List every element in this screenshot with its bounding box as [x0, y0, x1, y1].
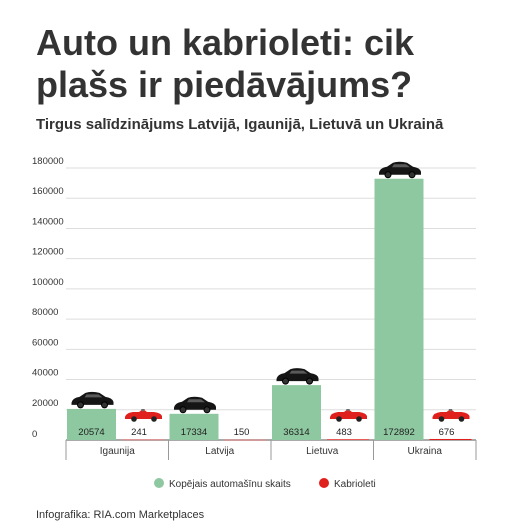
car-body	[71, 391, 114, 405]
car-wheel	[336, 416, 342, 422]
chart-title: Auto un kabrioleti: cik plašs ir piedāvā…	[36, 22, 415, 105]
y-tick-label: 40000	[32, 368, 58, 379]
category-label: Ukraina	[408, 446, 443, 457]
bar-total	[67, 408, 116, 440]
car-body	[174, 396, 216, 410]
red-convertible-icon	[125, 409, 162, 422]
bar-total	[374, 178, 424, 441]
category-label: Latvija	[205, 446, 234, 457]
y-tick-label: 160000	[32, 186, 64, 197]
car-wheel	[384, 171, 392, 179]
bar-total	[272, 385, 321, 440]
bar-cabrio	[327, 439, 369, 440]
y-tick-label: 80000	[32, 307, 58, 318]
car-wheel	[151, 416, 157, 422]
bar-value-label: 17334	[181, 427, 207, 438]
black-car-icon	[379, 161, 421, 179]
y-tick-label: 0	[32, 429, 37, 440]
red-convertible-icon	[330, 409, 367, 422]
car-window	[289, 370, 308, 374]
car-wheel	[282, 377, 289, 385]
legend-marker-cabrio	[319, 478, 329, 488]
black-car-icon	[174, 396, 216, 414]
bar-value-label: 172892	[383, 427, 415, 438]
car-windshield	[448, 409, 453, 412]
bar-value-label: 483	[336, 427, 352, 438]
y-tick-label: 120000	[32, 247, 64, 258]
y-tick-label: 20000	[32, 398, 58, 409]
bar-value-label: 36314	[283, 427, 309, 438]
y-tick-label: 60000	[32, 337, 58, 348]
legend-label-cabrio: Kabrioleti	[334, 479, 376, 490]
source-credit: Infografika: RIA.com Marketplaces	[36, 509, 205, 521]
car-body	[379, 161, 421, 175]
red-convertible-icon	[432, 409, 470, 422]
car-wheel	[408, 171, 416, 179]
car-wheel	[306, 377, 313, 385]
car-window	[84, 394, 103, 398]
bar-value-label: 241	[131, 427, 147, 438]
car-wheel	[77, 401, 84, 409]
car-wheel	[458, 416, 465, 422]
car-wheel	[179, 406, 187, 414]
black-car-icon	[276, 368, 319, 385]
black-car-icon	[71, 391, 114, 409]
bar-value-label: 150	[234, 427, 250, 438]
bar-cabrio	[429, 438, 472, 440]
legend-label-total: Kopējais automašīnu skaits	[169, 479, 291, 490]
car-wheel	[203, 406, 211, 414]
category-label: Igaunija	[100, 446, 135, 457]
car-wheel	[438, 416, 445, 422]
y-tick-label: 100000	[32, 277, 64, 288]
bar-value-label: 676	[439, 427, 455, 438]
legend-marker-total	[154, 478, 164, 488]
bar-cabrio	[122, 439, 164, 441]
car-wheel	[101, 401, 108, 409]
car-wheel	[131, 416, 137, 422]
car-window	[187, 399, 205, 403]
car-window	[392, 164, 410, 168]
y-tick-label: 140000	[32, 216, 64, 227]
bar-cabrio	[224, 439, 267, 441]
car-wheel	[356, 416, 362, 422]
car-body	[276, 368, 319, 382]
y-tick-label: 180000	[32, 156, 64, 167]
bar-total	[169, 413, 219, 440]
category-label: Lietuva	[306, 446, 339, 457]
chart-subtitle: Tirgus salīdzinājums Latvijā, Igaunijā, …	[36, 116, 444, 133]
bar-value-label: 20574	[78, 427, 104, 438]
car-windshield	[346, 409, 350, 412]
car-windshield	[141, 409, 145, 412]
